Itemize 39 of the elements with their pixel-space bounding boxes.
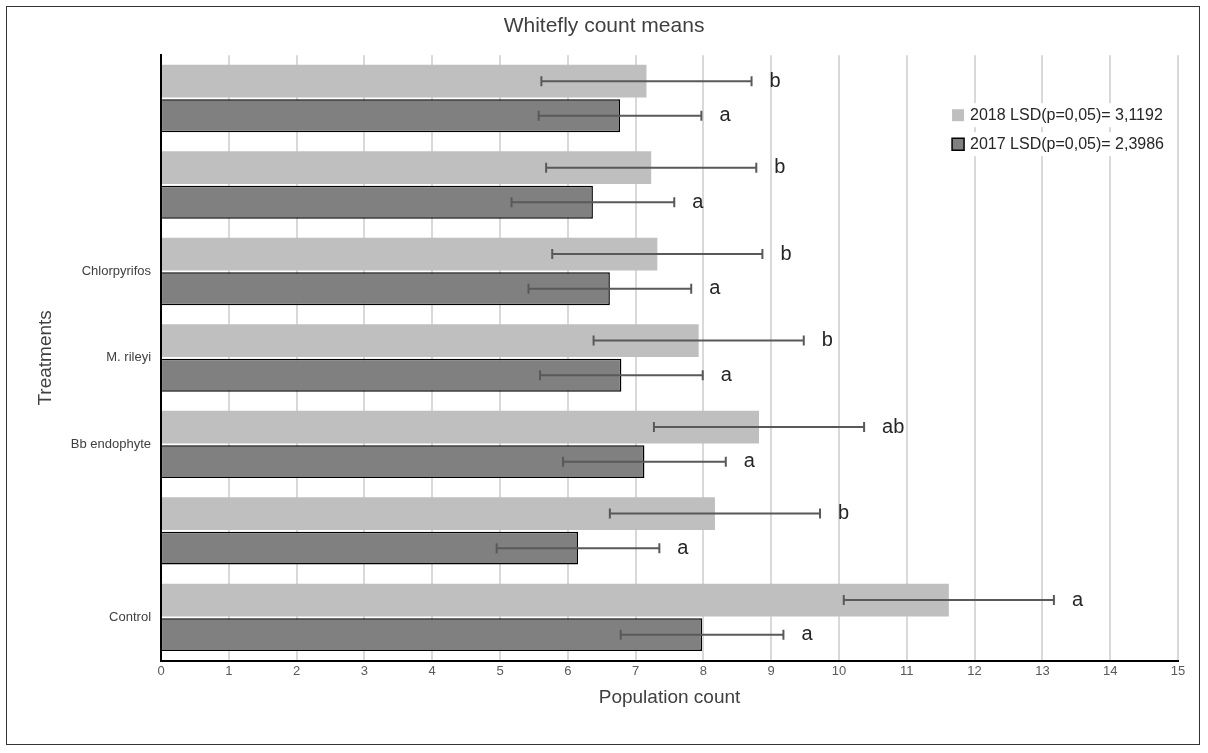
annotation: b: [838, 501, 850, 524]
chart-title: Whitefly count means: [503, 13, 705, 37]
x-tick-label: 12: [967, 662, 982, 678]
x-tick-label: 5: [496, 662, 504, 678]
x-tick-label: 8: [699, 662, 708, 678]
annotation: a: [801, 622, 814, 645]
x-tick-label: 0: [157, 662, 165, 678]
x-tick-label: 9: [767, 662, 775, 678]
y-tick-label: Bb endophyte: [70, 435, 152, 451]
y-tick-label: Control: [109, 608, 152, 624]
annotation: a: [709, 276, 722, 299]
x-tick-label: 10: [831, 662, 847, 678]
y-tick-label: Chlorpyrifos: [81, 262, 152, 278]
annotation: a: [692, 189, 705, 212]
x-tick-label: 14: [1102, 662, 1118, 678]
x-tick-label: 3: [360, 662, 369, 678]
x-tick-label: 4: [428, 662, 436, 678]
x-tick-label: 13: [1035, 662, 1050, 678]
x-tick-label: 15: [1170, 662, 1186, 678]
y-tick-label: M. rileyi: [106, 349, 152, 365]
legend-label: 2017 LSD(p=0,05)= 2,3986: [970, 134, 1165, 152]
x-tick-label: 2: [293, 662, 301, 678]
x-axis-title: Population count: [598, 685, 742, 707]
annotation: b: [769, 68, 781, 91]
annotation: ab: [882, 414, 905, 437]
annotation: b: [780, 241, 792, 264]
annotation: b: [774, 155, 786, 178]
legend-label: 2018 LSD(p=0,05)= 3,1192: [970, 105, 1163, 123]
annotation: a: [743, 449, 756, 472]
annotation: a: [677, 535, 690, 558]
annotation: a: [719, 103, 732, 126]
annotation: a: [1071, 587, 1084, 610]
x-tick-label: 1: [225, 662, 233, 678]
y-axis-title: Treatments: [33, 310, 55, 406]
x-tick-label: 11: [900, 662, 914, 678]
x-tick-label: 7: [632, 662, 640, 678]
annotation: b: [821, 328, 833, 351]
x-tick-label: 6: [564, 662, 572, 678]
annotation: a: [720, 362, 733, 385]
